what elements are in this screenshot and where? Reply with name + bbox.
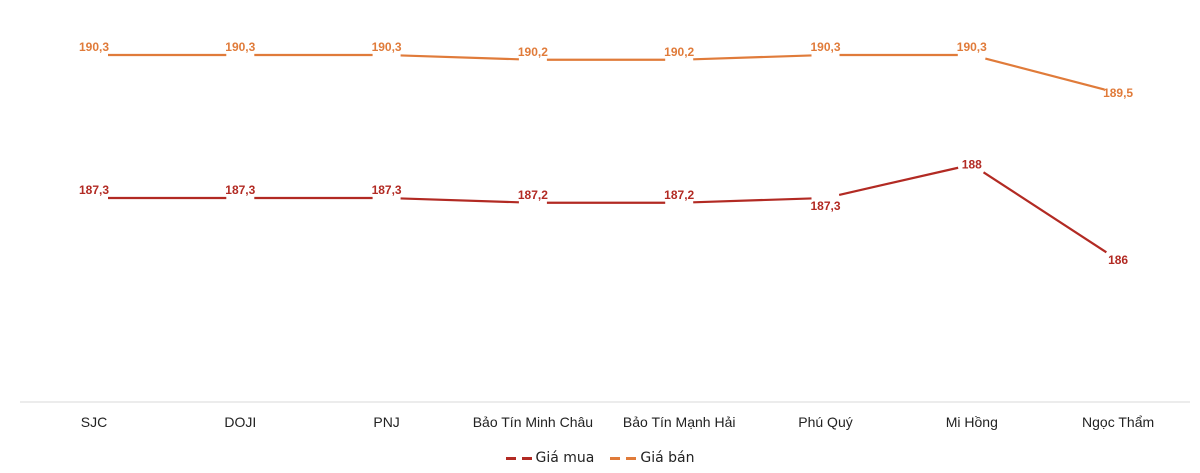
data-labels: 187,3 187,3 187,3 187,2 187,2 187,3 188 186 190,… bbox=[79, 40, 1133, 267]
x-axis-tick-label: Phú Quý bbox=[798, 414, 852, 430]
x-axis-tick-label: PNJ bbox=[373, 414, 399, 430]
data-label: 186 bbox=[1108, 253, 1128, 267]
legend-label-buy: Giá mua bbox=[535, 450, 595, 466]
series-segment bbox=[693, 197, 812, 204]
data-label: 187,3 bbox=[79, 183, 109, 197]
x-axis-tick-label: Bảo Tín Minh Châu bbox=[473, 414, 593, 430]
data-label: 190,3 bbox=[957, 40, 987, 54]
x-axis-tick-label: Ngọc Thẩm bbox=[1082, 414, 1154, 430]
data-label: 187,2 bbox=[518, 188, 548, 202]
data-label: 190,3 bbox=[225, 40, 255, 54]
data-label: 188 bbox=[962, 158, 982, 172]
series-layer bbox=[108, 53, 1107, 254]
data-label: 190,3 bbox=[372, 40, 402, 54]
data-label: 190,2 bbox=[664, 45, 694, 59]
data-label: 187,2 bbox=[664, 188, 694, 202]
series-segment bbox=[838, 166, 959, 196]
series-segment bbox=[985, 57, 1105, 91]
x-axis-tick-label: Bảo Tín Mạnh Hải bbox=[623, 414, 736, 430]
series-segment bbox=[400, 54, 519, 61]
series-segment bbox=[400, 197, 519, 204]
legend-label-sell: Giá bán bbox=[640, 450, 695, 466]
series-segment bbox=[693, 54, 812, 61]
legend-item-sell[interactable]: Giá bán bbox=[610, 450, 694, 466]
data-label: 190,3 bbox=[810, 40, 840, 54]
x-axis-labels: SJC DOJI PNJ Bảo Tín Minh Châu Bảo Tín Mạnh … bbox=[81, 414, 1154, 430]
data-label: 189,5 bbox=[1103, 86, 1133, 100]
legend: Giá mua Giá bán bbox=[0, 446, 1200, 470]
data-label: 187,3 bbox=[810, 199, 840, 213]
data-label: 190,3 bbox=[79, 40, 109, 54]
x-axis-tick-label: Mi Hồng bbox=[946, 414, 998, 430]
x-axis-tick-label: SJC bbox=[81, 414, 107, 430]
series-segment bbox=[982, 171, 1107, 254]
data-label: 190,2 bbox=[518, 45, 548, 59]
data-label: 187,3 bbox=[225, 183, 255, 197]
legend-swatch-buy-icon bbox=[505, 456, 532, 460]
legend-swatch-sell-icon bbox=[610, 456, 637, 460]
x-axis-tick-label: DOJI bbox=[224, 414, 256, 430]
legend-item-buy[interactable]: Giá mua bbox=[505, 450, 595, 466]
data-label: 187,3 bbox=[372, 183, 402, 197]
